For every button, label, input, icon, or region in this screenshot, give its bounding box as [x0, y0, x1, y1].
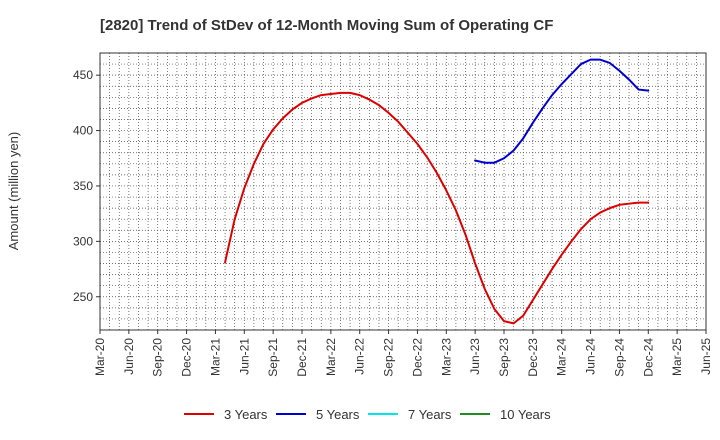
- x-tick-label: Mar-21: [208, 338, 222, 376]
- x-tick-label: Dec-20: [180, 338, 194, 377]
- series-line-3-years: [224, 91, 650, 325]
- series-line-5-years: [474, 58, 650, 164]
- grid: [99, 52, 707, 331]
- x-tick-label: Jun-22: [353, 338, 367, 375]
- legend-label-3-years: 3 Years: [224, 407, 268, 422]
- x-tick-label: Dec-24: [641, 338, 655, 377]
- legend-label-5-years: 5 Years: [316, 407, 360, 422]
- series-layer: [224, 58, 650, 325]
- chart-title: [2820] Trend of StDev of 12-Month Moving…: [100, 17, 553, 34]
- x-tick-label: Sep-20: [151, 338, 165, 377]
- y-tick-label: 300: [73, 234, 93, 248]
- x-tick-label: Jun-20: [122, 338, 136, 375]
- legend-label-10-years: 10 Years: [500, 407, 551, 422]
- legend-label-7-years: 7 Years: [408, 407, 452, 422]
- x-tick-label: Jun-24: [584, 338, 598, 375]
- x-tick-label: Dec-22: [410, 338, 424, 377]
- y-tick-label: 350: [73, 179, 93, 193]
- x-tick-label: Sep-22: [382, 338, 396, 377]
- x-tick-label: Mar-20: [93, 338, 107, 376]
- x-tick-label: Dec-21: [295, 338, 309, 377]
- x-tick-label: Mar-24: [555, 338, 569, 376]
- x-axis-ticks: Mar-20 Jun-20 Sep-20 Dec-20 Mar-21 Jun-21 Sep-…: [93, 330, 713, 377]
- x-tick-label: Mar-25: [670, 338, 684, 376]
- x-tick-label: Jun-21: [237, 338, 251, 375]
- plot-frame: [99, 52, 707, 331]
- x-tick-label: Sep-21: [266, 338, 280, 377]
- y-axis-ticks: 250 300 350 400 450: [73, 68, 100, 304]
- legend: 3 Years 5 Years 7 Years 10 Years: [184, 407, 551, 422]
- x-tick-label: Sep-24: [612, 338, 626, 377]
- y-tick-label: 400: [73, 124, 93, 138]
- x-tick-label: Jun-25: [699, 338, 713, 375]
- x-tick-label: Dec-23: [526, 338, 540, 377]
- x-tick-label: Jun-23: [468, 338, 482, 375]
- y-axis-label: Amount (million yen): [6, 132, 21, 251]
- y-tick-label: 450: [73, 68, 93, 82]
- y-tick-label: 250: [73, 290, 93, 304]
- x-tick-label: Mar-22: [324, 338, 338, 376]
- x-tick-label: Mar-23: [439, 338, 453, 376]
- x-tick-label: Sep-23: [497, 338, 511, 377]
